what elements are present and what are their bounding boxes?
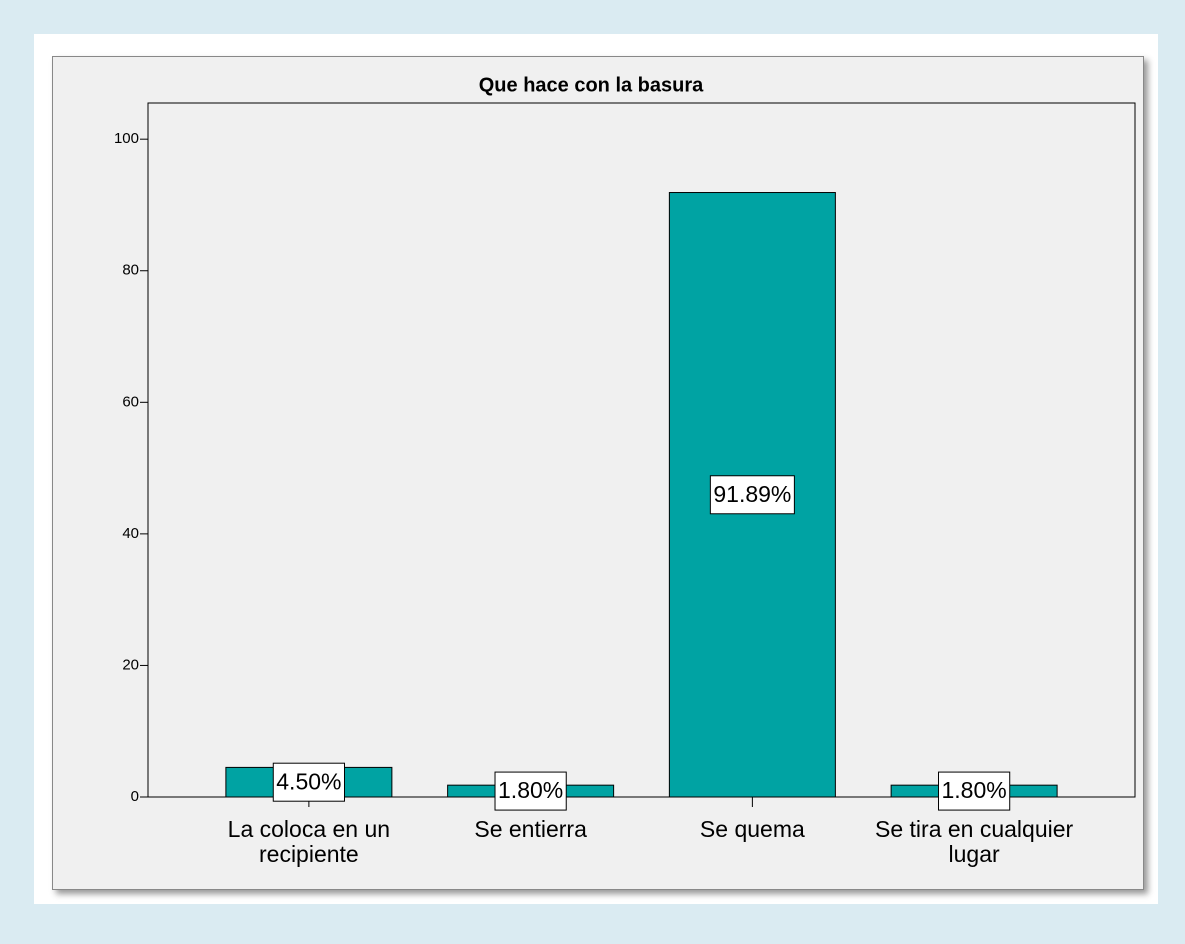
chart-title: Que hace con la basura (479, 74, 704, 96)
x-tick-label: La coloca en un recipiente (227, 817, 391, 867)
data-label-box (494, 771, 567, 811)
data-label: 1.80% (942, 777, 1007, 803)
x-tick-label: Se entierra (474, 817, 587, 842)
data-label-box (709, 475, 795, 515)
data-label: 91.89% (713, 481, 791, 507)
x-tick-label-box: Se entierra (474, 817, 587, 842)
plot-area (147, 102, 1136, 798)
y-tick-label: 40 (122, 525, 139, 542)
y-tick-label: 80 (122, 262, 139, 279)
x-tick-label-box: La coloca en un recipiente (227, 817, 391, 867)
x-tick-label-box: Se quema (699, 817, 805, 842)
data-label-box (272, 762, 345, 802)
data-label-box (938, 771, 1011, 811)
x-tick-label: Se quema (699, 817, 805, 842)
y-tick-label: 100 (114, 130, 139, 147)
x-tick-label-box: Se tira en cualquier lugar (875, 817, 1074, 867)
data-label: 1.80% (498, 777, 563, 803)
x-tick-label: Se tira en cualquier lugar (875, 817, 1074, 867)
y-tick-label: 20 (122, 656, 139, 673)
data-label: 4.50% (276, 768, 341, 794)
y-tick-label: 0 (131, 788, 139, 805)
y-tick-label: 60 (122, 393, 139, 410)
